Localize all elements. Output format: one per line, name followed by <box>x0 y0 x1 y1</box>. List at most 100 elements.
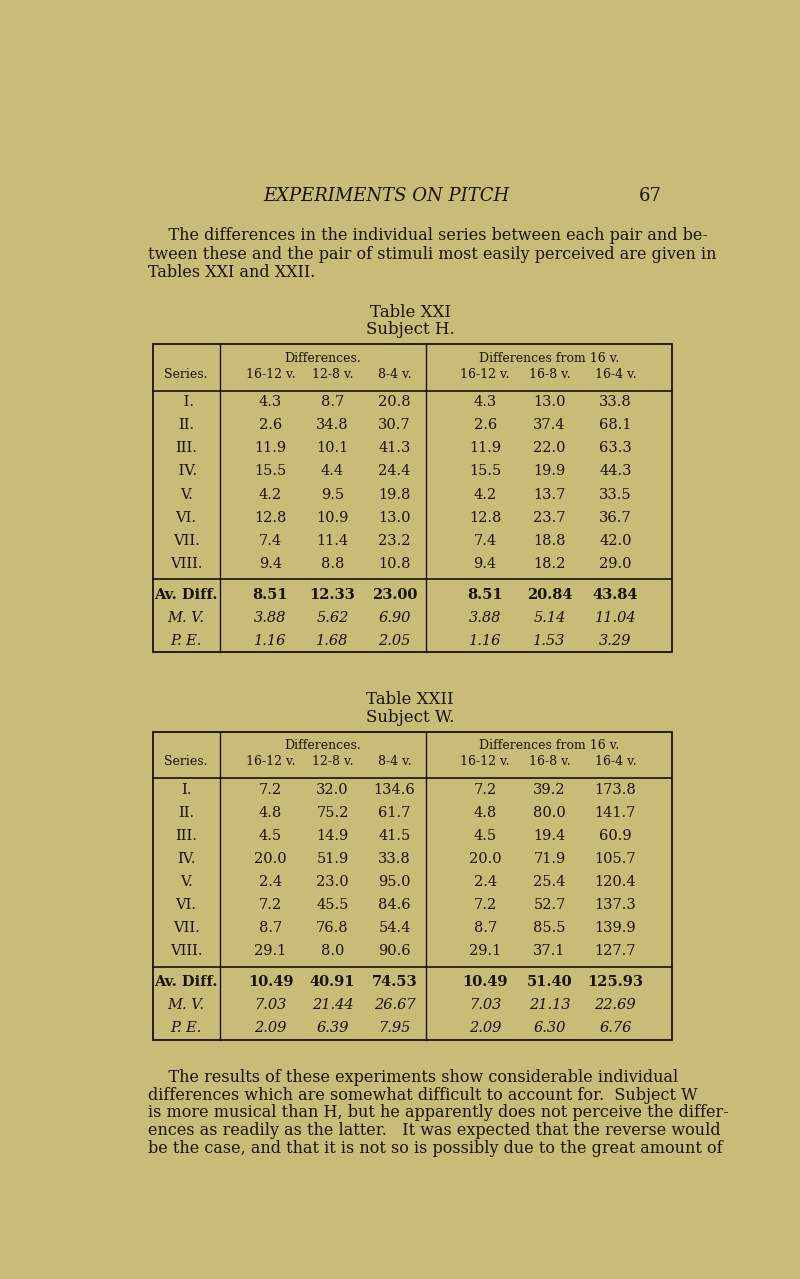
Text: Differences from 16 v.: Differences from 16 v. <box>478 352 619 365</box>
Text: 1.16: 1.16 <box>469 634 502 648</box>
Text: II.: II. <box>178 806 194 820</box>
Text: 1.16: 1.16 <box>254 634 286 648</box>
Text: 12-8 v.: 12-8 v. <box>312 755 354 767</box>
Bar <box>153 344 672 652</box>
Text: 16-12 v.: 16-12 v. <box>246 367 295 381</box>
Text: 26.67: 26.67 <box>374 998 415 1012</box>
Text: VII.: VII. <box>173 921 199 935</box>
Text: 105.7: 105.7 <box>594 852 636 866</box>
Text: 16-4 v.: 16-4 v. <box>594 755 636 767</box>
Text: 20.8: 20.8 <box>378 395 411 409</box>
Text: 4.8: 4.8 <box>474 806 497 820</box>
Text: 7.2: 7.2 <box>474 783 497 797</box>
Text: 8.0: 8.0 <box>321 944 344 958</box>
Text: II.: II. <box>178 418 194 432</box>
Text: 11.4: 11.4 <box>317 533 349 547</box>
Text: 9.4: 9.4 <box>474 556 497 570</box>
Text: 11.9: 11.9 <box>469 441 502 455</box>
Text: EXPERIMENTS ON PITCH: EXPERIMENTS ON PITCH <box>264 187 510 205</box>
Text: Differences.: Differences. <box>285 352 361 365</box>
Text: Table XXII: Table XXII <box>366 691 454 709</box>
Text: 23.00: 23.00 <box>372 587 417 601</box>
Text: 8.7: 8.7 <box>259 921 282 935</box>
Text: be the case, and that it is not so is possibly due to the great amount of: be the case, and that it is not so is po… <box>148 1140 722 1156</box>
Text: 61.7: 61.7 <box>378 806 410 820</box>
Text: Differences from 16 v.: Differences from 16 v. <box>478 739 619 752</box>
Text: 12.8: 12.8 <box>469 510 502 524</box>
Text: 22.0: 22.0 <box>534 441 566 455</box>
Text: 3.88: 3.88 <box>469 611 502 624</box>
Text: 12-8 v.: 12-8 v. <box>312 367 354 381</box>
Text: 43.84: 43.84 <box>593 587 638 601</box>
Text: 20.84: 20.84 <box>526 587 572 601</box>
Text: M. V.: M. V. <box>167 998 205 1012</box>
Text: Series.: Series. <box>164 367 208 381</box>
Text: Subject H.: Subject H. <box>366 321 454 339</box>
Text: 8.51: 8.51 <box>253 587 288 601</box>
Text: 33.5: 33.5 <box>599 487 632 501</box>
Text: 3.29: 3.29 <box>599 634 631 648</box>
Text: 2.4: 2.4 <box>474 875 497 889</box>
Text: 24.4: 24.4 <box>378 464 410 478</box>
Text: 23.0: 23.0 <box>316 875 349 889</box>
Text: 16-12 v.: 16-12 v. <box>461 755 510 767</box>
Text: 19.8: 19.8 <box>378 487 410 501</box>
Text: I.: I. <box>178 395 194 409</box>
Text: IV.: IV. <box>174 464 198 478</box>
Text: 7.2: 7.2 <box>259 783 282 797</box>
Text: P. E.: P. E. <box>170 634 202 648</box>
Text: 4.4: 4.4 <box>321 464 344 478</box>
Text: 137.3: 137.3 <box>594 898 636 912</box>
Text: 7.95: 7.95 <box>378 1021 410 1035</box>
Text: 19.4: 19.4 <box>534 829 566 843</box>
Text: 33.8: 33.8 <box>599 395 632 409</box>
Text: 4.8: 4.8 <box>259 806 282 820</box>
Text: 95.0: 95.0 <box>378 875 410 889</box>
Text: 37.1: 37.1 <box>534 944 566 958</box>
Text: 16-8 v.: 16-8 v. <box>529 367 570 381</box>
Text: 10.49: 10.49 <box>248 975 294 989</box>
Text: 37.4: 37.4 <box>534 418 566 432</box>
Text: VII.: VII. <box>173 533 199 547</box>
Text: 2.4: 2.4 <box>259 875 282 889</box>
Text: Av. Diff.: Av. Diff. <box>154 587 218 601</box>
Text: 32.0: 32.0 <box>316 783 349 797</box>
Text: 2.6: 2.6 <box>259 418 282 432</box>
Text: P. E.: P. E. <box>170 1021 202 1035</box>
Text: 7.2: 7.2 <box>259 898 282 912</box>
Text: Subject W.: Subject W. <box>366 709 454 725</box>
Text: 4.2: 4.2 <box>259 487 282 501</box>
Text: 60.9: 60.9 <box>599 829 632 843</box>
Text: 10.1: 10.1 <box>316 441 349 455</box>
Text: 16-4 v.: 16-4 v. <box>594 367 636 381</box>
Text: 41.5: 41.5 <box>378 829 410 843</box>
Text: 90.6: 90.6 <box>378 944 411 958</box>
Text: 14.9: 14.9 <box>316 829 349 843</box>
Text: 16-8 v.: 16-8 v. <box>529 755 570 767</box>
Text: 13.0: 13.0 <box>534 395 566 409</box>
Text: 4.5: 4.5 <box>259 829 282 843</box>
Text: VIII.: VIII. <box>170 556 202 570</box>
Text: 7.4: 7.4 <box>259 533 282 547</box>
Text: 21.13: 21.13 <box>529 998 570 1012</box>
Text: 4.5: 4.5 <box>474 829 497 843</box>
Text: 54.4: 54.4 <box>378 921 410 935</box>
Text: 125.93: 125.93 <box>587 975 643 989</box>
Text: 1.68: 1.68 <box>316 634 349 648</box>
Text: 5.14: 5.14 <box>534 611 566 624</box>
Text: 19.9: 19.9 <box>534 464 566 478</box>
Text: 173.8: 173.8 <box>594 783 636 797</box>
Text: 29.0: 29.0 <box>599 556 632 570</box>
Text: ences as readily as the latter.   It was expected that the reverse would: ences as readily as the latter. It was e… <box>148 1122 721 1140</box>
Text: 51.9: 51.9 <box>316 852 349 866</box>
Text: differences which are somewhat difficult to account for.  Subject W: differences which are somewhat difficult… <box>148 1087 698 1104</box>
Text: 23.2: 23.2 <box>378 533 410 547</box>
Text: V.: V. <box>180 487 193 501</box>
Text: 84.6: 84.6 <box>378 898 411 912</box>
Text: 11.9: 11.9 <box>254 441 286 455</box>
Text: 41.3: 41.3 <box>378 441 410 455</box>
Text: IV.: IV. <box>177 852 195 866</box>
Text: 74.53: 74.53 <box>372 975 418 989</box>
Text: 22.69: 22.69 <box>594 998 636 1012</box>
Text: 11.04: 11.04 <box>594 611 636 624</box>
